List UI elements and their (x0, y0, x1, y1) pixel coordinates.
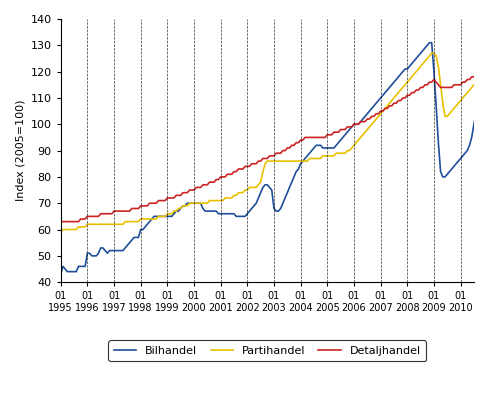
Detaljhandel (472, 72, 478, 77)
Bilhandel (58, 272, 63, 277)
Line: Detaljhandel: Detaljhandel (61, 74, 475, 222)
Detaljhandel (208, 180, 214, 185)
Partihandel (208, 198, 214, 203)
Bilhandel (426, 40, 431, 45)
Detaljhandel (60, 219, 66, 224)
Partihandel (184, 204, 190, 208)
Detaljhandel (100, 211, 105, 216)
Bilhandel (472, 109, 478, 114)
Legend: Bilhandel, Partihandel, Detaljhandel: Bilhandel, Partihandel, Detaljhandel (108, 340, 426, 361)
Partihandel (428, 51, 434, 56)
Bilhandel (461, 151, 467, 156)
Line: Bilhandel: Bilhandel (61, 43, 475, 274)
Partihandel (60, 227, 66, 232)
Bilhandel (60, 264, 66, 269)
Bilhandel (195, 201, 201, 206)
Partihandel (58, 230, 63, 235)
Detaljhandel (195, 185, 201, 190)
Partihandel (472, 80, 478, 84)
Y-axis label: Index (2005=100): Index (2005=100) (15, 100, 25, 201)
Partihandel (100, 222, 105, 227)
Partihandel (195, 201, 201, 206)
Partihandel (461, 93, 467, 98)
Detaljhandel (184, 190, 190, 195)
Bilhandel (100, 246, 105, 250)
Line: Partihandel: Partihandel (61, 53, 475, 232)
Detaljhandel (58, 219, 63, 224)
Detaljhandel (459, 80, 465, 84)
Bilhandel (184, 201, 190, 206)
Bilhandel (208, 208, 214, 213)
